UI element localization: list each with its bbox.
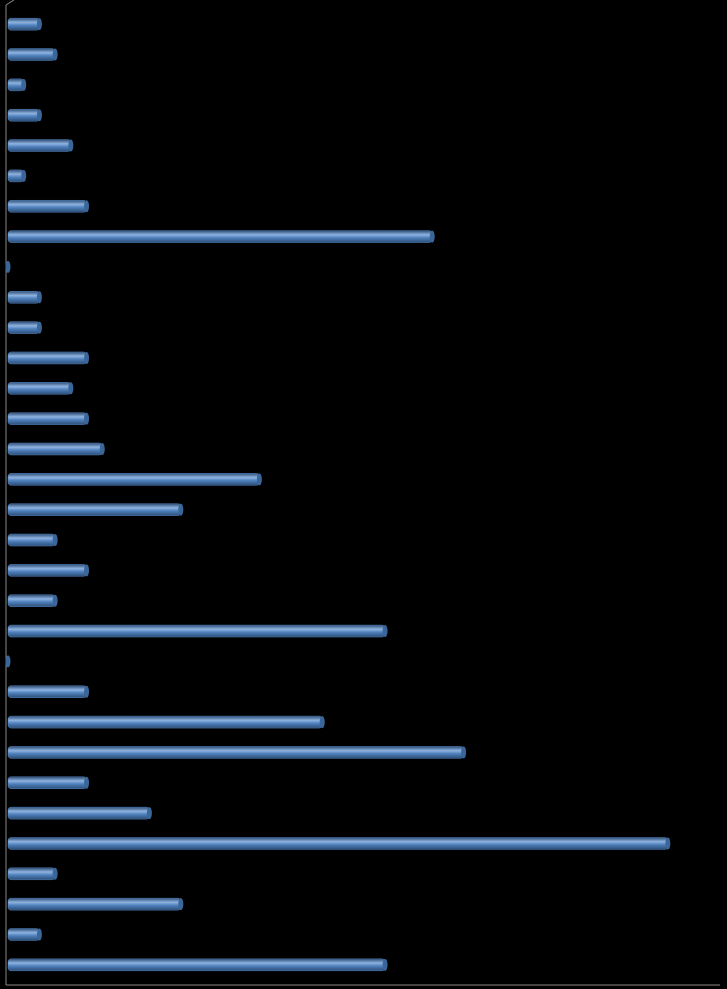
bar [7,291,40,304]
bar-cap [382,625,388,638]
bar-cap [36,928,42,941]
bar [7,776,87,790]
bar-cap [36,321,42,334]
bar [7,199,87,213]
bar-cap [84,200,90,213]
bar-cap [382,958,388,971]
bar-cap [84,412,90,425]
bar [7,533,56,547]
bar [7,48,56,61]
bar-cap [84,564,90,577]
bar [7,564,87,577]
bar [7,412,87,425]
bar [7,715,323,729]
bar-cap [461,746,467,759]
bar [7,685,87,698]
bar-cap [256,473,262,486]
bar [7,928,40,941]
bar [7,867,56,881]
bar-cap [21,78,27,91]
bar-cap [52,48,58,61]
bar [7,321,40,334]
bar [7,958,386,972]
bar [7,351,87,365]
bar-cap [52,534,58,547]
bar-cap [178,898,184,911]
bar-cap [84,776,90,789]
bar-cap [99,442,105,455]
bar [7,503,182,516]
bar-cap [36,109,42,122]
bar [7,806,150,820]
bar [7,897,182,911]
bar [7,594,56,607]
bar-cap [5,260,11,273]
bar [7,624,386,638]
bar [7,17,40,31]
bar [7,382,72,395]
bar [7,746,464,759]
bar-cap [36,18,42,31]
bar-cap [429,230,435,243]
bar [7,108,40,122]
bar-cap [84,685,90,698]
bar-cap [36,291,42,304]
bar [7,230,433,243]
bar [7,139,72,152]
bar-cap [178,503,184,516]
bar-cap [52,867,58,880]
bar-cap [68,382,74,395]
bar-cap [68,139,74,152]
bar-cap [319,716,325,729]
bar-cap [5,655,11,668]
bar [7,442,103,456]
bar-cap [21,169,27,182]
bar-cap [84,351,90,364]
bar [7,473,260,486]
axis-depth [5,0,15,6]
bar [7,837,669,850]
bar-cap [52,594,58,607]
bar-cap [665,837,671,850]
bar-cap [146,807,152,820]
